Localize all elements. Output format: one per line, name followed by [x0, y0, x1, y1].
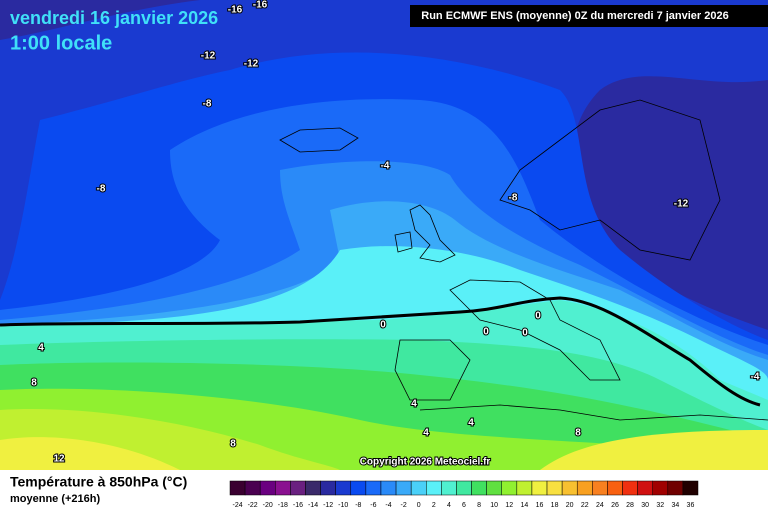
run-info: Run ECMWF ENS (moyenne) 0Z du mercredi 7… — [421, 10, 728, 22]
color-swatch — [305, 480, 321, 496]
colorbar-tick-label: 2 — [432, 502, 436, 509]
color-swatch — [652, 480, 669, 496]
color-swatch — [486, 480, 502, 496]
color-swatch — [410, 480, 427, 496]
color-swatch — [441, 480, 457, 496]
colorbar-tick-label: -2 — [400, 502, 406, 509]
colorbar-tick-label: 8 — [477, 502, 481, 509]
forecast-time: 1:00 locale — [10, 32, 112, 54]
copyright: Copyright 2026 Meteociel.fr — [360, 457, 491, 468]
colorbar-tick-label: -24 — [232, 502, 242, 509]
colorbar-tick-label: 28 — [626, 502, 634, 509]
colorbar-tick-label: -6 — [370, 502, 376, 509]
color-swatch — [380, 480, 397, 496]
contour-label: -8 — [203, 99, 212, 110]
color-swatch — [501, 480, 518, 496]
contour-label: -16 — [253, 0, 268, 11]
contour-label: 4 — [38, 343, 44, 354]
contour-label: 4 — [468, 418, 474, 429]
contour-label: 4 — [423, 428, 429, 439]
contour-label: 8 — [31, 378, 37, 389]
contour-label: 4 — [411, 399, 417, 410]
color-swatch — [561, 480, 578, 496]
legend-title: Température à 850hPa (°C) — [10, 474, 187, 490]
color-swatch — [516, 480, 533, 496]
color-swatch — [320, 480, 336, 496]
contour-label: -12 — [201, 51, 216, 62]
color-swatch — [456, 480, 472, 496]
colorbar-tick-label: -14 — [308, 502, 318, 509]
colorbar-tick-label: 18 — [551, 502, 559, 509]
contour-label: -16 — [228, 5, 243, 16]
color-swatch — [365, 480, 382, 496]
contour-label: -4 — [381, 161, 390, 172]
contour-label: 0 — [522, 328, 528, 339]
contour-label: 0 — [535, 311, 541, 322]
colorbar-tick-label: 36 — [687, 502, 695, 509]
colorbar-tick-label: -10 — [338, 502, 348, 509]
run-box — [410, 5, 768, 27]
contour-label: 8 — [230, 439, 236, 450]
colorbar-tick-label: 22 — [581, 502, 589, 509]
contour-label: 0 — [380, 320, 386, 331]
color-swatch — [607, 480, 623, 496]
colorbar: -24 -22 -20 -18 -16 -14 -12 -10 -8 -6 -4 -2 0 2 4 6 8 10 1… — [229, 480, 699, 509]
colorbar-tick-label: 12 — [505, 502, 513, 509]
contour-label: -8 — [509, 193, 518, 204]
contour-label: -12 — [674, 199, 689, 210]
colorbar-tick-label: 10 — [490, 502, 498, 509]
contour-label: -4 — [751, 372, 760, 383]
color-swatch — [275, 480, 291, 496]
color-swatch — [682, 480, 699, 496]
contour-label: -12 — [244, 59, 259, 70]
colorbar-tick-label: -8 — [355, 502, 361, 509]
colorbar-tick-label: -20 — [263, 502, 273, 509]
colorbar-tick-label: 24 — [596, 502, 604, 509]
color-swatch — [622, 480, 638, 496]
colorbar-tick-label: -12 — [323, 502, 333, 509]
colorbar-tick-label: 34 — [671, 502, 679, 509]
color-swatch — [350, 480, 367, 496]
color-swatch — [667, 480, 684, 496]
color-swatch — [290, 480, 306, 496]
colorbar-tick-label: 16 — [536, 502, 544, 509]
color-swatch — [592, 480, 608, 496]
color-swatch — [531, 480, 548, 496]
color-swatch — [259, 480, 276, 496]
contour-label: -8 — [97, 184, 106, 195]
colorbar-tick-label: 20 — [566, 502, 574, 509]
map-field — [0, 0, 768, 471]
colorbar-tick-label: -22 — [248, 502, 258, 509]
color-swatch — [426, 480, 442, 496]
color-swatch — [229, 480, 246, 496]
colorbar-tick-label: -4 — [385, 502, 391, 509]
colorbar-tick-label: 26 — [611, 502, 619, 509]
legend-subtitle: moyenne (+216h) — [10, 493, 101, 505]
contour-label: 0 — [483, 327, 489, 338]
color-swatch — [471, 480, 487, 496]
colorbar-tick-label: 0 — [417, 502, 421, 509]
contour-label: 12 — [53, 454, 65, 465]
colorbar-tick-label: 4 — [447, 502, 451, 509]
color-swatch — [546, 480, 563, 496]
color-swatch — [395, 480, 412, 496]
colorbar-tick-label: 32 — [656, 502, 664, 509]
color-swatch — [637, 480, 653, 496]
color-swatch — [335, 480, 352, 496]
contour-label: 8 — [575, 428, 581, 439]
colorbar-tick-label: -16 — [293, 502, 303, 509]
colorbar-tick-label: 30 — [641, 502, 649, 509]
color-swatch — [576, 480, 593, 496]
colorbar-tick-label: -18 — [278, 502, 288, 509]
colorbar-tick-label: 6 — [462, 502, 466, 509]
colorbar-tick-label: 14 — [520, 502, 528, 509]
color-swatch — [244, 480, 261, 496]
forecast-date: vendredi 16 janvier 2026 — [10, 8, 218, 28]
